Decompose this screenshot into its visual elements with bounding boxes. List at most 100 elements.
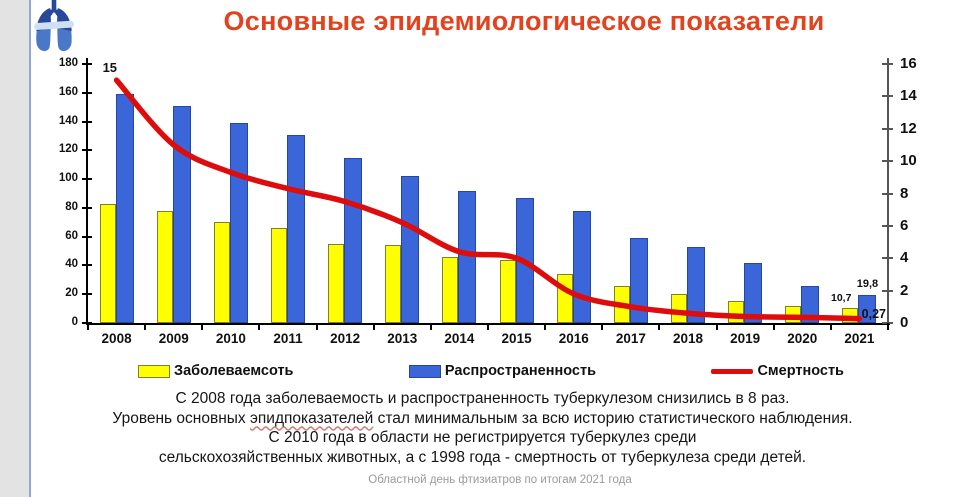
bar-prevalence-2019 (744, 262, 763, 323)
x-axis-tick (429, 323, 432, 330)
caption-block: С 2008 года заболеваемость и распростран… (35, 389, 930, 467)
left-axis-tick (82, 235, 92, 238)
x-axis-year-label: 2018 (672, 331, 704, 346)
left-axis-label: 80 (65, 200, 78, 213)
x-axis-year-label: 2015 (501, 331, 532, 346)
bar-blue-2021-label: 19,8 (856, 277, 879, 290)
x-axis-year-label: 2008 (101, 331, 132, 346)
x-axis-tick (201, 323, 204, 330)
caption-line-2-pre: Уровень основных (112, 409, 250, 427)
right-axis-label: 10 (900, 152, 917, 170)
x-axis-year-label: 2010 (215, 331, 246, 346)
line-start-label: 15 (102, 60, 118, 76)
left-axis-label: 0 (71, 316, 78, 328)
caption-line-3: С 2010 года в области не регистрируется … (268, 429, 697, 446)
right-axis-label: 16 (900, 55, 917, 72)
legend-label: Заболеваемсоть (174, 363, 294, 379)
incidence-swatch-icon (138, 364, 170, 378)
x-axis-tick (772, 323, 775, 330)
x-axis-tick (258, 323, 261, 330)
bar-incidence-2014 (442, 256, 459, 323)
left-axis-tick (82, 293, 92, 296)
right-axis-tick (882, 95, 893, 98)
x-axis-year-label: 2011 (273, 331, 303, 346)
x-axis-year-label: 2014 (444, 331, 475, 346)
bar-incidence-2011 (271, 228, 287, 323)
x-axis-tick (829, 323, 832, 330)
left-axis-tick (82, 149, 92, 152)
x-axis-tick (372, 323, 375, 330)
bar-incidence-2010 (213, 222, 230, 323)
x-axis-tick (87, 323, 89, 330)
x-axis-year-label: 2021 (844, 331, 875, 346)
prevalence-swatch-icon (408, 364, 441, 378)
right-axis-tick (882, 63, 893, 65)
x-axis-year-label: 2016 (558, 331, 589, 346)
caption-line-1: С 2008 года заболеваемость и распростран… (175, 390, 790, 407)
x-axis-tick (658, 323, 661, 330)
x-axis-tick (601, 323, 604, 330)
right-axis-label: 0 (900, 314, 909, 331)
caption-line-4: сельскохозяйственных животных, а с 1998 … (158, 448, 807, 466)
left-blue-line (29, 0, 31, 497)
left-axis-tick (82, 178, 92, 181)
x-axis-tick (487, 323, 489, 330)
caption-line-2-underlined-word: эпидпоказателей (249, 409, 374, 427)
right-axis-label: 4 (900, 249, 909, 267)
x-axis-year-label: 2017 (615, 331, 646, 346)
chart-plot-area: 0 20 40 60 80 100 120 140 160 180 0 2 4 6 8 10 12 14 16 200… (59, 55, 917, 346)
bar-incidence-2008 (99, 203, 116, 323)
x-axis-year-label: 2013 (387, 331, 418, 346)
caption-line-2: Уровень основных эпидпоказателей стал ми… (35, 409, 930, 429)
right-axis-label: 12 (900, 119, 917, 137)
right-axis-tick (882, 257, 893, 260)
left-axis-line (86, 58, 88, 325)
page-title: Основные эпидемиологическое показатели (223, 6, 825, 36)
bar-prevalence-2017 (629, 238, 648, 323)
left-axis-label: 40 (65, 258, 78, 271)
bar-incidence-2015 (499, 259, 516, 323)
right-axis-label: 2 (900, 281, 909, 299)
right-axis-label: 14 (900, 87, 917, 105)
bar-prevalence-2018 (687, 246, 705, 323)
left-axis-label: 140 (58, 114, 78, 127)
right-axis-tick (882, 160, 893, 163)
legend-item-incidence: Заболеваемсоть (138, 363, 293, 379)
mortality-line (113, 77, 863, 322)
legend-label: Смертность (757, 363, 844, 379)
mortality-swatch-icon (711, 368, 754, 374)
left-axis-tick (82, 91, 92, 94)
bar-prevalence-2008 (115, 94, 134, 323)
bar-prevalence-2011 (287, 134, 305, 323)
x-axis-tick (887, 323, 889, 330)
bar-incidence-2009 (156, 210, 173, 323)
legend-item-prevalence: Распространенность (408, 363, 596, 379)
bar-prevalence-2012 (344, 157, 363, 323)
left-axis-label: 180 (58, 57, 78, 69)
bar-incidence-2013 (385, 245, 402, 323)
bar-prevalence-2021 (858, 294, 877, 323)
bar-prevalence-2020 (801, 285, 820, 323)
x-axis-tick (144, 323, 147, 330)
right-axis-label: 6 (900, 216, 909, 234)
legend-label: Распространенность (444, 363, 596, 379)
left-axis-tick (82, 206, 92, 209)
right-axis-line (887, 58, 889, 325)
bar-prevalence-2013 (401, 176, 420, 323)
left-axis-label: 120 (58, 143, 78, 156)
bar-yellow-2021-label: 10,7 (830, 291, 852, 304)
left-axis-label: 60 (65, 229, 78, 242)
chart-legend: Заболеваемсоть Распространенность Смертн… (138, 363, 844, 379)
footer-note: Областной день фтизиатров по итогам 2021… (368, 474, 632, 486)
right-axis-tick (882, 192, 893, 195)
left-axis-label: 100 (58, 172, 78, 185)
right-axis-label: 8 (900, 184, 909, 202)
left-axis-label: 160 (58, 85, 78, 98)
left-axis-tick (82, 120, 92, 123)
right-axis-tick (882, 127, 893, 130)
x-axis-tick (544, 323, 547, 330)
right-axis-tick (882, 224, 893, 227)
bar-incidence-2012 (328, 243, 345, 323)
x-axis-year-label: 2012 (330, 331, 361, 346)
